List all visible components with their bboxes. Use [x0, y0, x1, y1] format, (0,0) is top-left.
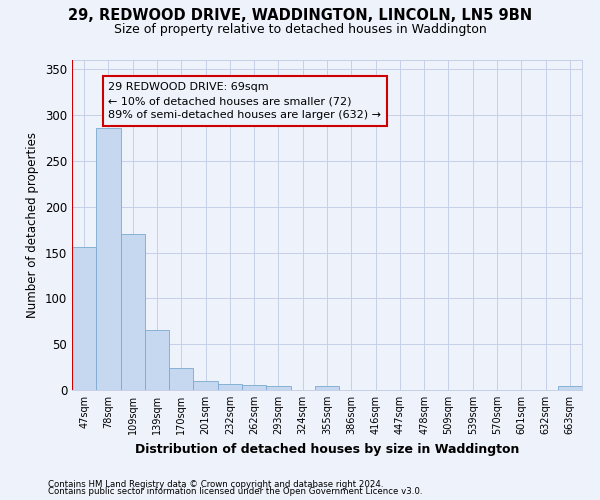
Bar	[72, 247, 96, 390]
Text: 29, REDWOOD DRIVE, WADDINGTON, LINCOLN, LN5 9BN: 29, REDWOOD DRIVE, WADDINGTON, LINCOLN, …	[68, 8, 532, 22]
Text: Contains public sector information licensed under the Open Government Licence v3: Contains public sector information licen…	[48, 488, 422, 496]
Bar	[193, 381, 218, 390]
Bar	[145, 330, 169, 390]
Bar	[169, 368, 193, 390]
Bar	[218, 384, 242, 390]
Bar	[96, 128, 121, 390]
Bar	[558, 386, 582, 390]
Bar	[242, 386, 266, 390]
Bar	[121, 234, 145, 390]
X-axis label: Distribution of detached houses by size in Waddington: Distribution of detached houses by size …	[135, 442, 519, 456]
Text: Contains HM Land Registry data © Crown copyright and database right 2024.: Contains HM Land Registry data © Crown c…	[48, 480, 383, 489]
Bar	[315, 386, 339, 390]
Text: Size of property relative to detached houses in Waddington: Size of property relative to detached ho…	[113, 22, 487, 36]
Y-axis label: Number of detached properties: Number of detached properties	[26, 132, 40, 318]
Text: 29 REDWOOD DRIVE: 69sqm
← 10% of detached houses are smaller (72)
89% of semi-de: 29 REDWOOD DRIVE: 69sqm ← 10% of detache…	[109, 82, 382, 120]
Bar	[266, 386, 290, 390]
